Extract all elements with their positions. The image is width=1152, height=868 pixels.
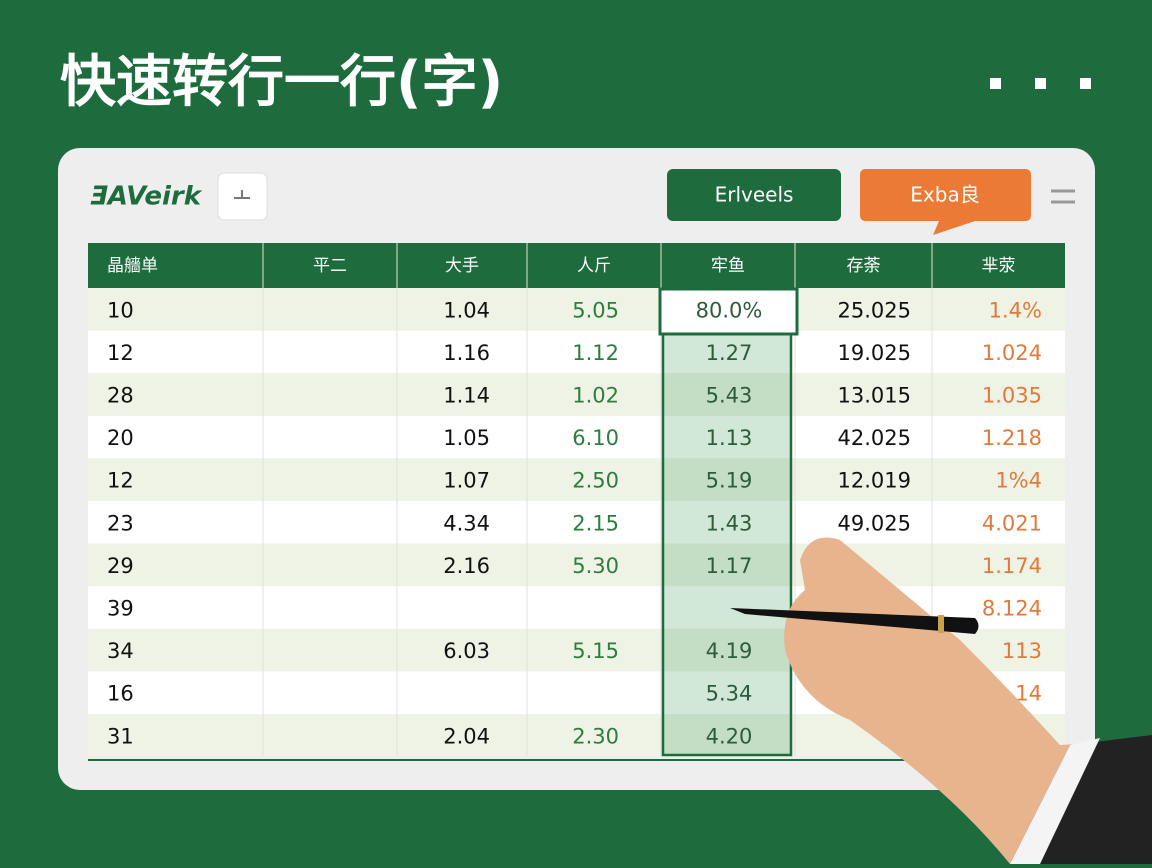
hand [730, 537, 1152, 864]
cell: 10 [107, 298, 134, 322]
cell: 25.025 [838, 298, 911, 322]
cell: 1.174 [982, 554, 1042, 578]
table: 晶艢单 平二 大手 人斤 牢鱼 存荼 芈荥 10 1.04 5.05 80.0% 25.025 1.4%… [88, 243, 1065, 761]
cell: 1.07 [443, 469, 490, 493]
cell: 28 [107, 384, 134, 408]
column-header: 存荼 [847, 256, 881, 276]
cell: 5.15 [572, 639, 619, 663]
cell: 1.024 [982, 341, 1042, 365]
cell: 16 [107, 682, 134, 706]
cell: 80.0% [696, 298, 763, 322]
cell: 2.16 [443, 554, 490, 578]
cell: 23 [107, 511, 134, 535]
cell: 4.34 [443, 511, 490, 535]
cell: 113 [1002, 639, 1042, 663]
green-button[interactable] [667, 169, 841, 221]
cell: 5.30 [572, 554, 619, 578]
cell: 20 [107, 426, 134, 450]
column-header: 牢鱼 [711, 256, 745, 276]
menu-icon[interactable] [1051, 189, 1075, 204]
cell: 6.10 [572, 426, 619, 450]
cell: 19.025 [838, 341, 911, 365]
orange-button-label[interactable]: Exba良 [910, 183, 979, 207]
cell: 1.02 [572, 384, 619, 408]
cell: 12 [107, 469, 134, 493]
cell: 1.27 [706, 341, 753, 365]
cell: 5.34 [706, 682, 753, 706]
cell: 5.05 [572, 298, 619, 322]
cell: 29 [107, 554, 134, 578]
cell: 1.17 [706, 554, 753, 578]
cell: 31 [107, 724, 134, 748]
cell: 1.04 [443, 298, 490, 322]
cell: 39 [107, 597, 134, 621]
cell: 1.16 [443, 341, 490, 365]
cell: 1.12 [572, 341, 619, 365]
orange-button[interactable] [860, 169, 1031, 235]
green-button-label[interactable]: Erlveels [715, 183, 794, 207]
cell: 2.50 [572, 469, 619, 493]
cell: 1%4 [995, 469, 1042, 493]
cell: 1.4% [989, 298, 1042, 322]
menu-dots[interactable] [990, 78, 1091, 89]
cell: 1.218 [982, 426, 1042, 450]
cell: 5.43 [706, 384, 753, 408]
cell: 6.03 [443, 639, 490, 663]
row-bg [88, 458, 1065, 501]
column-header: 大手 [445, 256, 479, 276]
cell: 1.05 [443, 426, 490, 450]
cell: 49.025 [838, 511, 911, 535]
row-bg [88, 288, 1065, 331]
cell: 34 [107, 639, 134, 663]
cell: 42.025 [838, 426, 911, 450]
cell: 8.124 [982, 597, 1042, 621]
cell: 1.13 [706, 426, 753, 450]
header-row [88, 243, 1065, 288]
row-bg [88, 501, 1065, 544]
cell: 1.14 [443, 384, 490, 408]
column-header: 晶艢单 [107, 256, 158, 276]
column-header: 芈荥 [982, 256, 1016, 276]
row-bg [88, 373, 1065, 416]
cell: 12 [107, 341, 134, 365]
row-bg [88, 543, 1065, 587]
column-header: 平二 [313, 256, 347, 276]
column-highlight [661, 332, 793, 757]
row-bg [88, 415, 1065, 459]
title: 快速转行一行(字) [60, 50, 503, 115]
cell: 4.20 [706, 724, 753, 748]
row-bg [88, 330, 1065, 374]
cell: 1.43 [706, 511, 753, 535]
cell: 2.30 [572, 724, 619, 748]
cell: 2.04 [443, 724, 490, 748]
logo: ƎAVeirk [90, 182, 203, 212]
column-header: 人斤 [577, 256, 611, 276]
cell: 1.035 [982, 384, 1042, 408]
cell: 5.19 [706, 469, 753, 493]
cell: 4.021 [982, 511, 1042, 535]
cell: 12.019 [838, 469, 911, 493]
selected-cell [658, 287, 799, 336]
cell: 4.19 [706, 639, 753, 663]
cell: 13.015 [838, 384, 911, 408]
cell: 2.15 [572, 511, 619, 535]
small-button-icon [234, 190, 250, 199]
